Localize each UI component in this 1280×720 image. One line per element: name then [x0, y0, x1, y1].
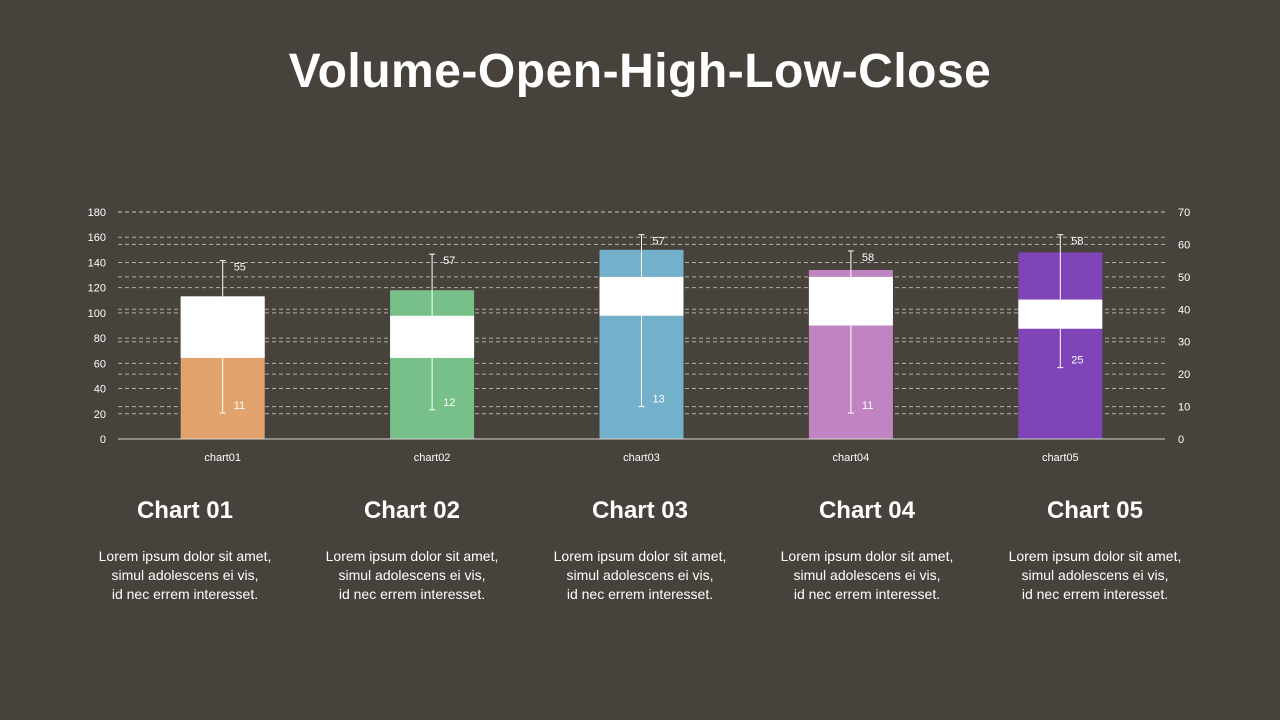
- x-axis: chart01 chart02 chart03 chart04 chart05: [118, 438, 1165, 464]
- open-close-box: [390, 315, 475, 358]
- y-tick-label: 20: [94, 409, 106, 421]
- high-low-lines: [219, 234, 1064, 414]
- x-tick-label: chart05: [1042, 452, 1079, 464]
- card-title: Chart 05: [1046, 497, 1144, 524]
- x-tick-label: chart02: [414, 452, 451, 464]
- chart-card-3: Chart 03 Lorem ipsum dolor sit amet, sim…: [525, 495, 755, 604]
- card-text-line: id nec errem interesset.: [111, 586, 259, 602]
- chart-card-1: Chart 01 Lorem ipsum dolor sit amet, sim…: [70, 495, 300, 604]
- card-title: Chart 03: [591, 497, 689, 524]
- x-tick-label: chart03: [623, 452, 660, 464]
- primary-y-axis: 0 20 40 60 80 100 120 140 160 180: [88, 207, 106, 446]
- open-close-box: [1018, 299, 1103, 329]
- low-data-label: 25: [1071, 355, 1083, 367]
- card-text: Lorem ipsum dolor sit amet, simul adoles…: [70, 547, 300, 604]
- open-close-box: [180, 296, 265, 358]
- card-text-line: simul adolescens ei vis,: [111, 567, 259, 583]
- high-data-label: 55: [234, 262, 246, 274]
- data-labels: 55 57 57 58 58 11 12 13 11 25: [234, 236, 1084, 412]
- page-title: Volume-Open-High-Low-Close: [288, 45, 992, 98]
- low-data-label: 11: [234, 400, 245, 412]
- high-data-label: 58: [1071, 236, 1083, 248]
- y2-tick-label: 60: [1178, 239, 1190, 251]
- card-text-line: simul adolescens ei vis,: [566, 567, 714, 583]
- card-text-line: id nec errem interesset.: [338, 586, 486, 602]
- card-title: Chart 04: [818, 497, 916, 524]
- y-tick-label: 180: [88, 207, 106, 219]
- card-text-line: id nec errem interesset.: [1021, 586, 1169, 602]
- card-text-line: Lorem ipsum dolor sit amet,: [553, 548, 727, 564]
- low-data-label: 13: [653, 394, 665, 406]
- secondary-y-axis: 0 10 20 30 40 50 60 70: [1178, 207, 1190, 446]
- card-text-line: Lorem ipsum dolor sit amet,: [98, 548, 272, 564]
- open-close-box: [599, 276, 684, 316]
- x-tick-label: chart01: [204, 452, 241, 464]
- y2-tick-label: 0: [1178, 434, 1184, 446]
- high-data-label: 57: [443, 255, 455, 267]
- y-tick-label: 100: [88, 308, 106, 320]
- y2-tick-label: 30: [1178, 337, 1190, 349]
- y-tick-label: 60: [94, 358, 106, 370]
- y2-tick-label: 70: [1178, 207, 1190, 219]
- y2-tick-label: 40: [1178, 304, 1190, 316]
- high-data-label: 57: [653, 236, 665, 248]
- x-tick-label: chart04: [833, 452, 870, 464]
- low-data-label: 11: [862, 400, 873, 412]
- card-text-line: Lorem ipsum dolor sit amet,: [1008, 548, 1182, 564]
- open-close-box: [808, 276, 893, 326]
- card-text: Lorem ipsum dolor sit amet, simul adoles…: [752, 547, 982, 604]
- card-text-line: Lorem ipsum dolor sit amet,: [780, 548, 954, 564]
- y2-tick-label: 20: [1178, 369, 1190, 381]
- chart-card-4: Chart 04 Lorem ipsum dolor sit amet, sim…: [752, 495, 982, 604]
- y-tick-label: 0: [100, 434, 106, 446]
- y-tick-label: 140: [88, 257, 106, 269]
- open-close-boxes: [180, 276, 1103, 358]
- y-tick-label: 80: [94, 333, 106, 345]
- card-text-line: id nec errem interesset.: [566, 586, 714, 602]
- y-tick-label: 120: [88, 283, 106, 295]
- y2-tick-label: 50: [1178, 272, 1190, 284]
- chart-card-5: Chart 05 Lorem ipsum dolor sit amet, sim…: [980, 495, 1210, 604]
- y-tick-label: 40: [94, 384, 106, 396]
- card-text-line: simul adolescens ei vis,: [1021, 567, 1169, 583]
- vohlc-chart: 0 20 40 60 80 100 120 140 160 180 0 10 20 30 40 50 60 70…: [88, 207, 1191, 464]
- card-text: Lorem ipsum dolor sit amet, simul adoles…: [297, 547, 527, 604]
- y-tick-label: 160: [88, 232, 106, 244]
- card-text-line: id nec errem interesset.: [793, 586, 941, 602]
- card-text: Lorem ipsum dolor sit amet, simul adoles…: [525, 547, 755, 604]
- chart-card-2: Chart 02 Lorem ipsum dolor sit amet, sim…: [297, 495, 527, 604]
- card-title: Chart 02: [363, 497, 461, 524]
- card-text-line: simul adolescens ei vis,: [793, 567, 941, 583]
- card-text-line: Lorem ipsum dolor sit amet,: [325, 548, 499, 564]
- card-text-line: simul adolescens ei vis,: [338, 567, 486, 583]
- card-text: Lorem ipsum dolor sit amet, simul adoles…: [980, 547, 1210, 604]
- card-title: Chart 01: [136, 497, 234, 524]
- low-data-label: 12: [443, 397, 455, 409]
- high-data-label: 58: [862, 252, 874, 264]
- y2-tick-label: 10: [1178, 402, 1190, 414]
